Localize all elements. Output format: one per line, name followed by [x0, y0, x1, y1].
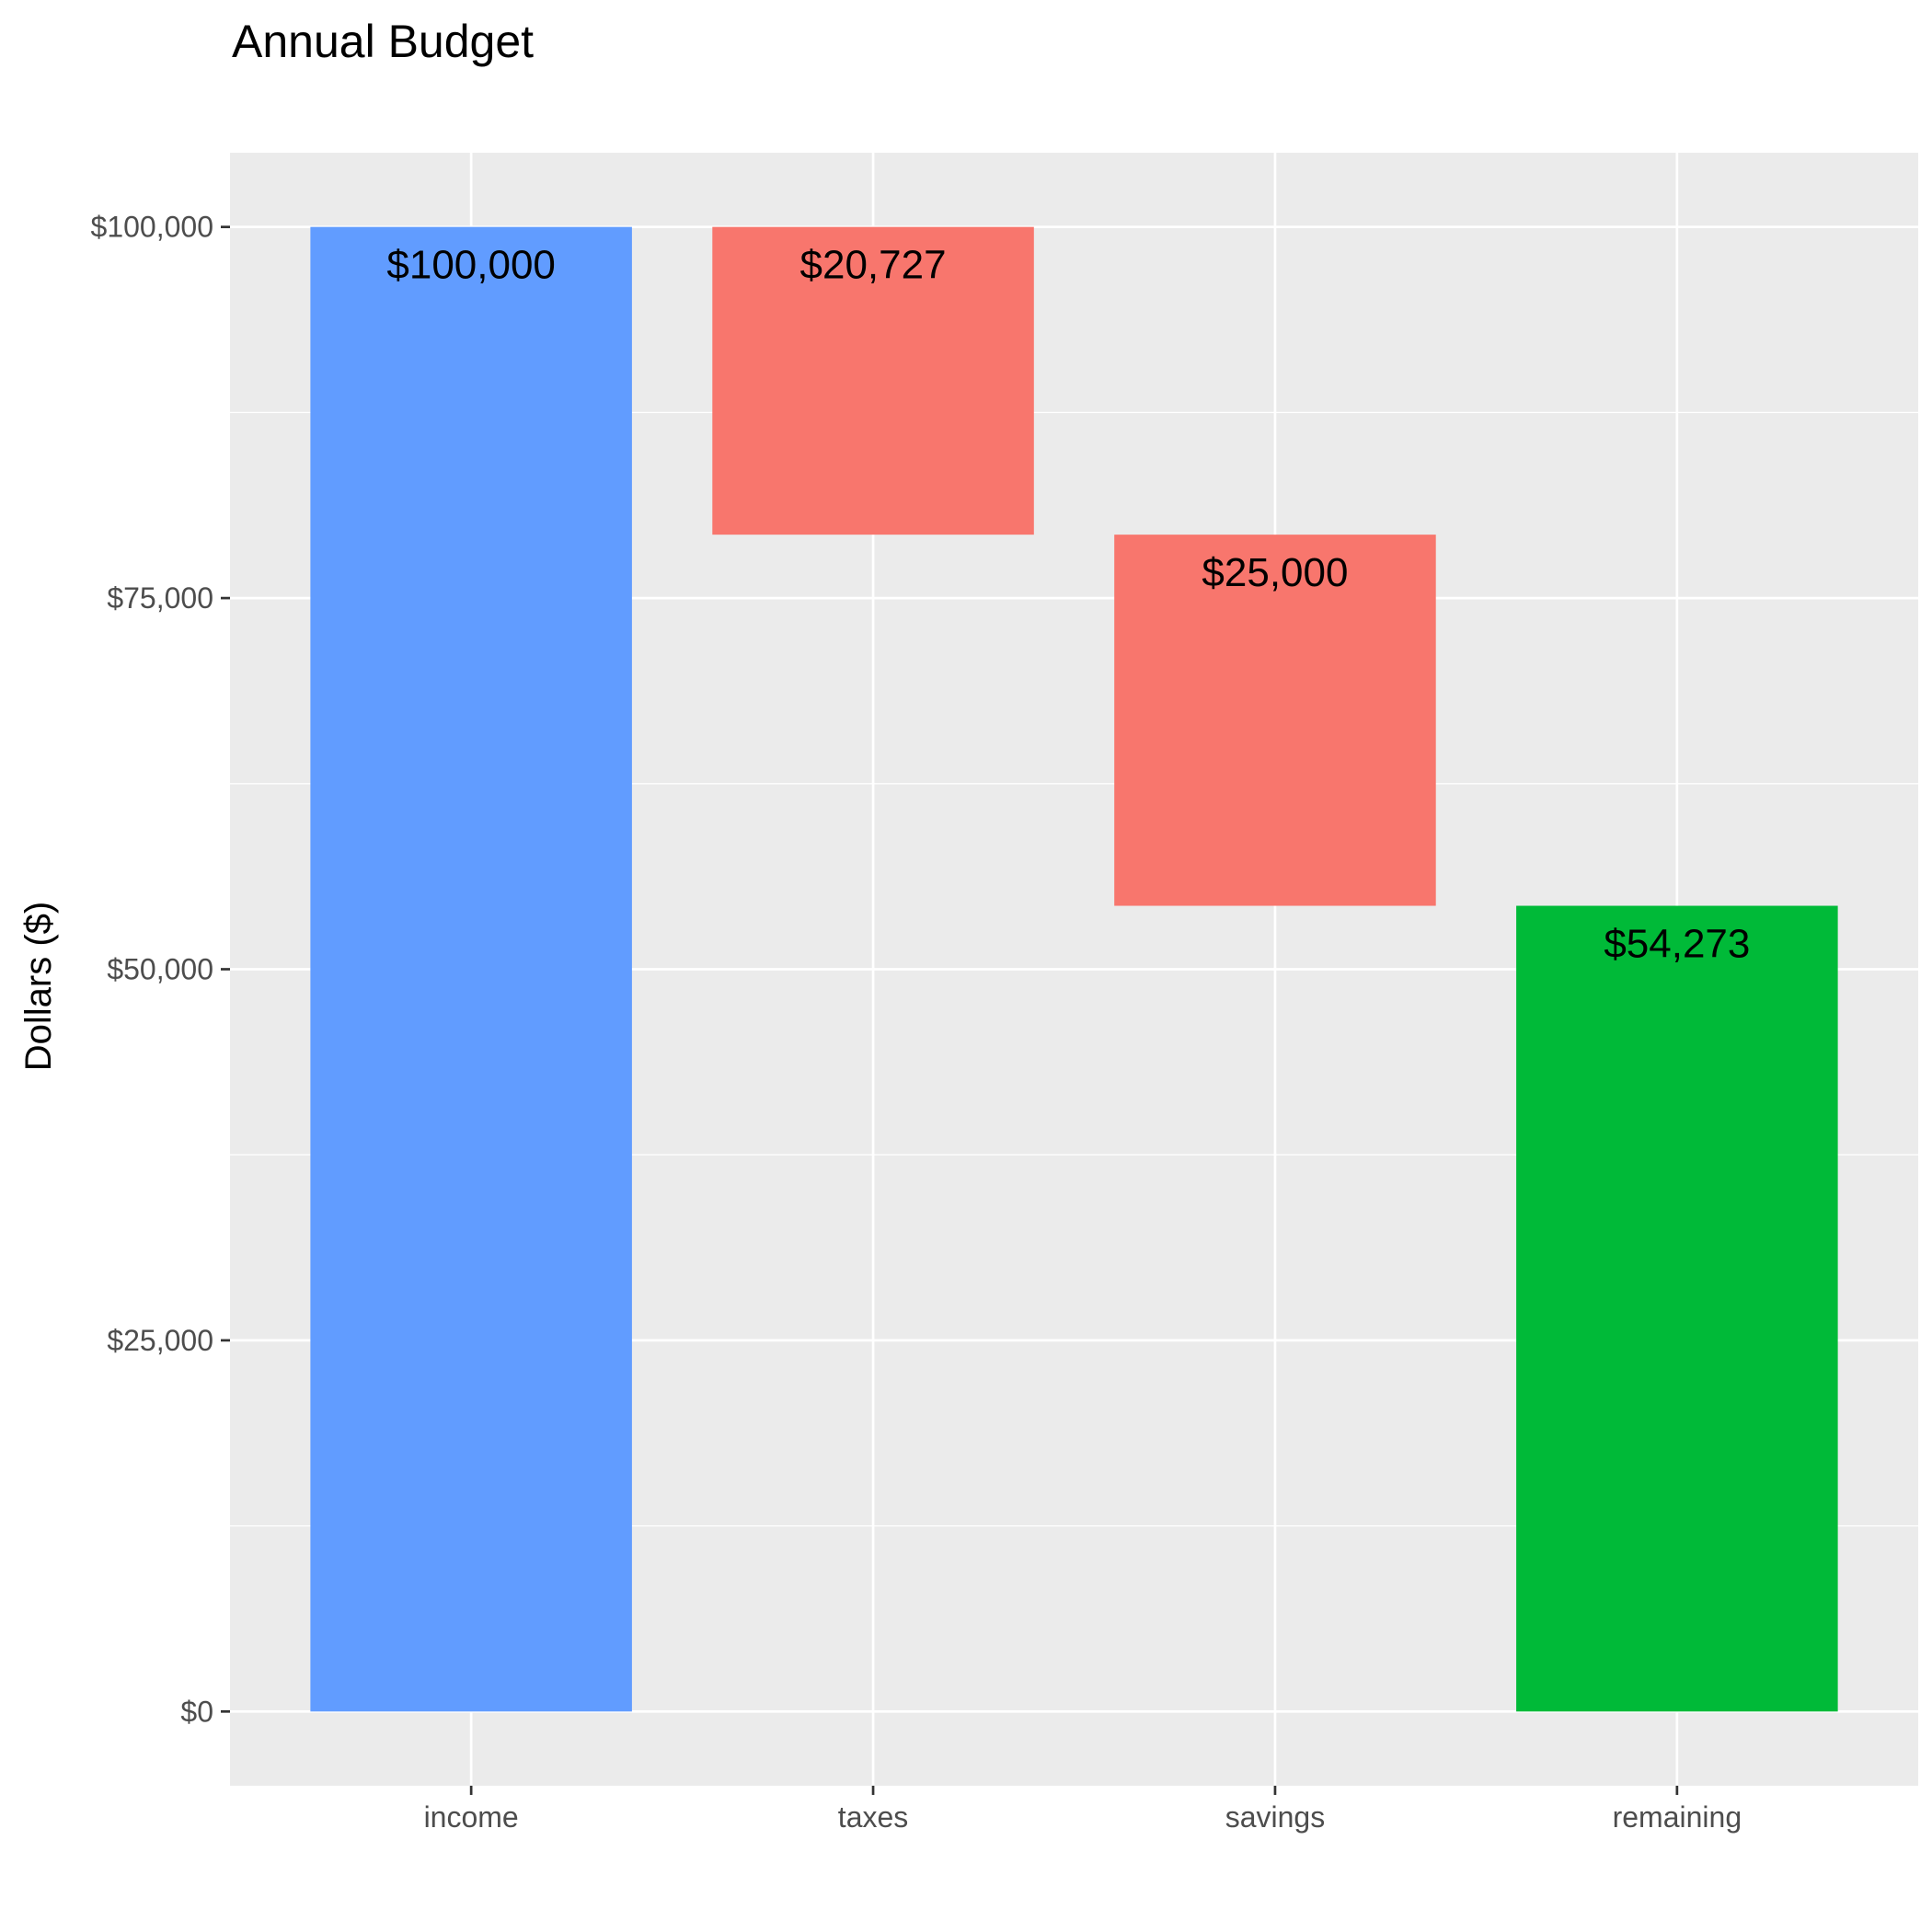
data-label-savings: $25,000 — [1202, 550, 1348, 595]
bars-group — [310, 226, 1838, 1712]
bar-savings — [1114, 535, 1436, 906]
bar-income — [310, 226, 632, 1712]
x-tick-label: income — [424, 1800, 519, 1834]
y-tick-label: $0 — [180, 1695, 213, 1728]
data-labels-group: $100,000 $20,727 $25,000 $54,273 — [386, 243, 1750, 967]
data-label-remaining: $54,273 — [1604, 922, 1750, 967]
x-axis: income taxes savings remaining — [424, 1786, 1742, 1834]
data-label-income: $100,000 — [386, 243, 556, 288]
x-tick-label: savings — [1225, 1800, 1326, 1834]
bar-taxes — [712, 226, 1034, 535]
x-tick-label: taxes — [838, 1800, 908, 1834]
y-tick-label: $75,000 — [107, 581, 213, 615]
y-tick-label: $25,000 — [107, 1324, 213, 1357]
bar-remaining — [1516, 905, 1838, 1712]
data-label-taxes: $20,727 — [800, 243, 947, 288]
x-tick-label: remaining — [1613, 1800, 1742, 1834]
y-axis-title: Dollars ($) — [18, 902, 59, 1071]
y-tick-label: $100,000 — [91, 211, 213, 244]
y-axis: $0 $25,000 $50,000 $75,000 $100,000 — [91, 211, 230, 1728]
chart-title: Annual Budget — [232, 16, 534, 67]
y-tick-label: $50,000 — [107, 953, 213, 986]
